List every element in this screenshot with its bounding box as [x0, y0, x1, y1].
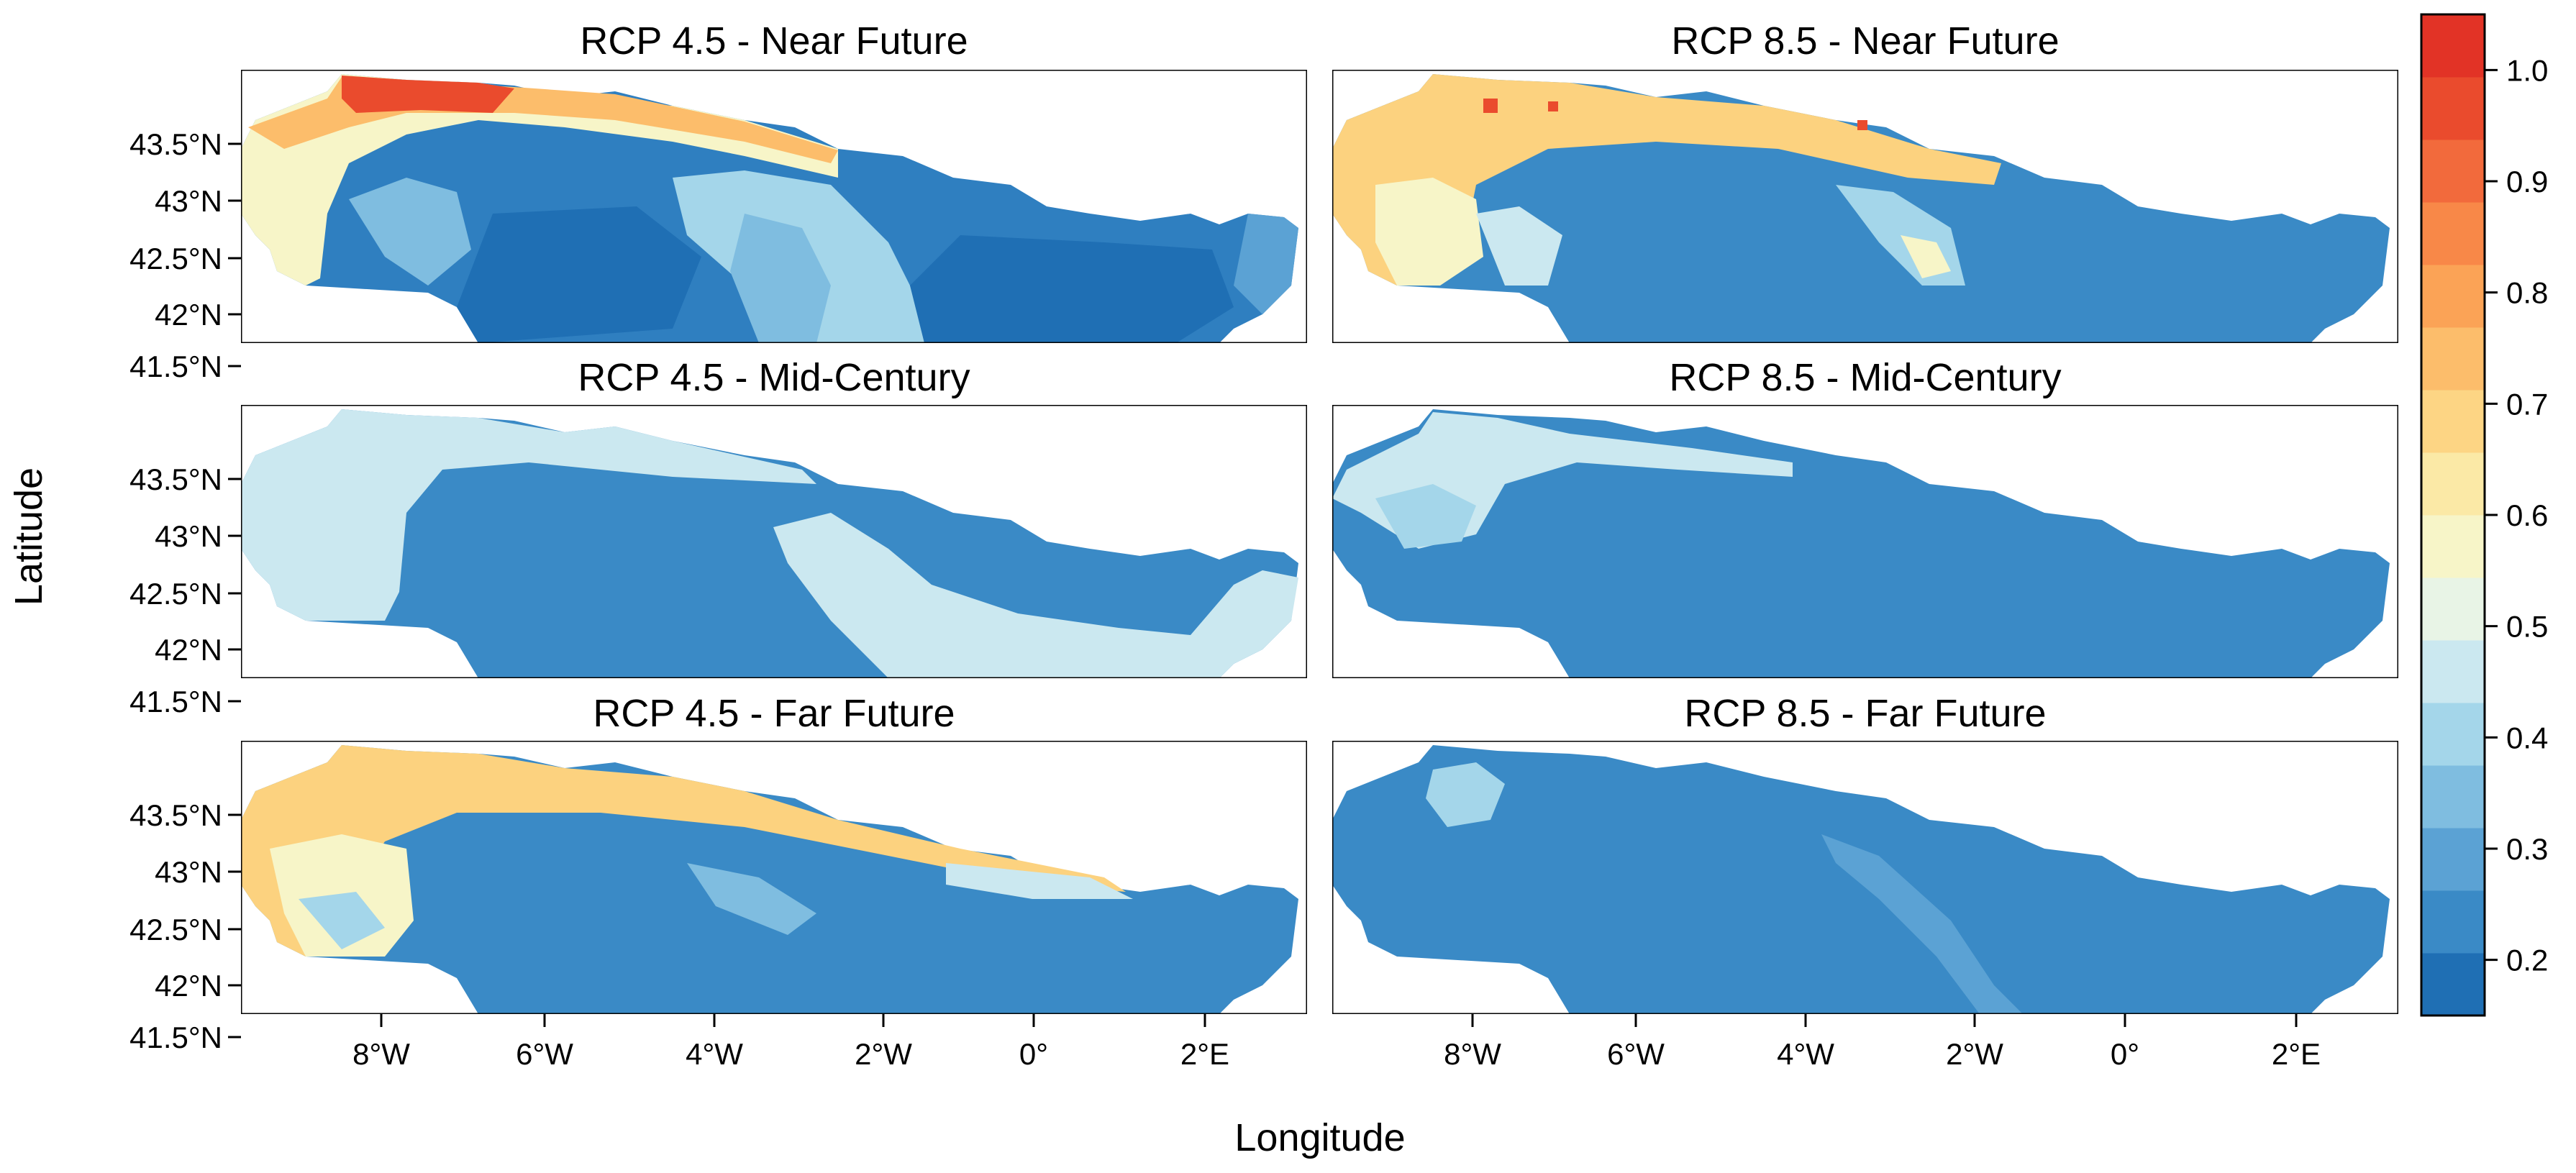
x-tick-label: 4°W: [1777, 1037, 1834, 1071]
legend-tick-label: 0.6: [2506, 498, 2548, 532]
y-tick-label: 42°N: [155, 969, 222, 1003]
legend-swatch: [2421, 452, 2485, 516]
legend-swatch: [2421, 390, 2485, 453]
y-tick-label: 42°N: [155, 633, 222, 667]
map-panel-rcp45-mid-century: [241, 405, 1307, 678]
legend-tick-label: 0.5: [2506, 610, 2548, 644]
legend-swatch: [2421, 265, 2485, 328]
legend-swatch: [2421, 640, 2485, 703]
legend-tick-label: 0.4: [2506, 721, 2548, 754]
legend-swatch: [2421, 703, 2485, 766]
legend-swatch: [2421, 828, 2485, 891]
x-tick-label: 2°W: [1946, 1037, 2003, 1071]
legend-swatch: [2421, 578, 2485, 641]
map-panel-rcp85-mid-century: [1332, 405, 2398, 678]
panel-title-rcp45-mid-century: RCP 4.5 - Mid-Century: [578, 356, 970, 399]
y-axis-label: Latitude: [7, 467, 50, 606]
y-tick-label: 42.5°N: [129, 577, 222, 611]
y-tick-label: 41.5°N: [129, 1021, 222, 1054]
x-tick-label: 0°: [2111, 1037, 2139, 1071]
x-tick-label: 2°E: [2272, 1037, 2321, 1071]
x-tick-label: 0°: [1019, 1037, 1048, 1071]
y-tick-label: 43.5°N: [129, 798, 222, 832]
x-tick-label: 8°W: [352, 1037, 410, 1071]
y-tick-label: 43.5°N: [129, 127, 222, 161]
legend-tick-label: 0.7: [2506, 387, 2548, 421]
legend-tick-label: 1.0: [2506, 53, 2548, 87]
y-tick-label: 41.5°N: [129, 350, 222, 383]
legend-swatch: [2421, 140, 2485, 203]
y-tick-label: 41.5°N: [129, 685, 222, 718]
y-tick-label: 43.5°N: [129, 462, 222, 496]
panel-title-rcp85-far-future: RCP 8.5 - Far Future: [1684, 692, 2046, 735]
x-tick-label: 6°W: [1607, 1037, 1665, 1071]
y-tick-label: 42.5°N: [129, 242, 222, 275]
map-panel-rcp85-far-future: [1332, 741, 2398, 1014]
map-panel-rcp85-near-future: [1332, 70, 2398, 343]
color-legend: 1.0 0.9 0.8 0.7 0.6 0.5 0.4 0.3 0.2: [2420, 13, 2548, 1017]
x-tick-label: 2°W: [855, 1037, 912, 1071]
legend-swatch: [2421, 765, 2485, 829]
x-axis-label: Longitude: [1234, 1116, 1405, 1159]
y-tick-label: 42°N: [155, 298, 222, 332]
legend-swatch: [2421, 14, 2485, 78]
legend-tick-label: 0.8: [2506, 276, 2548, 310]
x-tick-label: 6°W: [516, 1037, 573, 1071]
panel-title-rcp85-near-future: RCP 8.5 - Near Future: [1671, 19, 2059, 63]
map-panel-rcp45-near-future: [241, 70, 1307, 343]
legend-tick-label: 0.9: [2506, 165, 2548, 198]
x-tick-label: 8°W: [1444, 1037, 1501, 1071]
panel-title-rcp45-near-future: RCP 4.5 - Near Future: [580, 19, 968, 63]
panel-title-rcp45-far-future: RCP 4.5 - Far Future: [593, 692, 955, 735]
map-panel-rcp45-far-future: [241, 741, 1307, 1014]
legend-swatch: [2421, 953, 2485, 1016]
y-tick-label: 42.5°N: [129, 913, 222, 946]
legend-swatch: [2421, 77, 2485, 140]
y-tick-label: 43°N: [155, 519, 222, 553]
legend-swatch: [2421, 515, 2485, 578]
legend-swatch: [2421, 327, 2485, 391]
x-tick-label: 2°E: [1180, 1037, 1229, 1071]
x-tick-label: 4°W: [686, 1037, 743, 1071]
legend-tick-label: 0.2: [2506, 944, 2548, 977]
y-tick-label: 43°N: [155, 184, 222, 218]
panel-title-rcp85-mid-century: RCP 8.5 - Mid-Century: [1669, 356, 2061, 399]
axes: 43.5°N 43°N 42.5°N 42°N 41.5°N 43.5°N 43°N 42.5…: [129, 127, 2321, 1071]
legend-tick-label: 0.3: [2506, 832, 2548, 866]
legend-swatch: [2421, 202, 2485, 265]
legend-swatch: [2421, 890, 2485, 954]
y-tick-label: 43°N: [155, 855, 222, 889]
